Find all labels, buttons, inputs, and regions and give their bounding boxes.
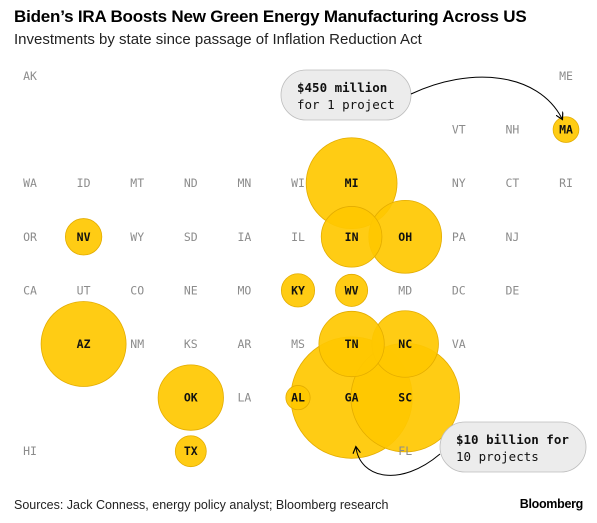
state-label-az: AZ — [77, 337, 91, 351]
annotation-bubble — [439, 421, 587, 473]
state-label-vt: VT — [452, 123, 466, 137]
state-label-ca: CA — [23, 283, 37, 297]
state-label-nh: NH — [505, 123, 519, 137]
bubble-ky — [280, 273, 316, 308]
annotation-ga: $10 billion for 10 projects — [356, 421, 587, 476]
state-label-nm: NM — [130, 337, 144, 351]
state-label-nc: NC — [398, 337, 412, 351]
bubble-az — [40, 301, 127, 387]
state-label-in: IN — [345, 230, 359, 244]
annotation-line-1: $10 billion for — [456, 432, 569, 447]
annotation-line-2: for 1 project — [297, 97, 395, 112]
state-label-tn: TN — [345, 337, 359, 351]
state-label-al: AL — [291, 391, 305, 405]
state-label-sd: SD — [184, 230, 198, 244]
annotation-arrow — [410, 76, 562, 118]
state-label-ny: NY — [452, 176, 466, 190]
annotation-line-1: $450 million — [297, 80, 387, 95]
annotation-bubble — [280, 69, 412, 121]
state-label-il: IL — [291, 230, 305, 244]
state-label-mi: MI — [345, 176, 359, 190]
state-label-ma: MA — [559, 123, 573, 137]
state-label-co: CO — [130, 283, 144, 297]
bubble-tn — [318, 310, 385, 378]
state-label-de: DE — [505, 283, 519, 297]
state-label-nd: ND — [184, 176, 198, 190]
state-label-pa: PA — [452, 230, 466, 244]
bubble-wv — [335, 273, 369, 307]
state-label-ri: RI — [559, 176, 573, 190]
annotation-line-2: 10 projects — [456, 449, 539, 464]
state-label-id: ID — [77, 176, 91, 190]
state-label-nv: NV — [77, 230, 91, 244]
state-label-ar: AR — [237, 337, 251, 351]
chart-title: Biden’s IRA Boosts New Green Energy Manu… — [14, 7, 527, 26]
bloomberg-logo: Bloomberg — [519, 497, 584, 511]
state-label-wv: WV — [345, 283, 359, 297]
bubble-al — [285, 385, 311, 411]
state-label-mo: MO — [237, 283, 251, 297]
state-label-me: ME — [559, 69, 573, 83]
state-label-ut: UT — [77, 283, 91, 297]
chart-subtitle: Investments by state since passage of In… — [14, 31, 422, 48]
state-label-ms: MS — [291, 337, 305, 351]
state-label-hi: HI — [23, 444, 37, 458]
state-label-wy: WY — [130, 230, 144, 244]
state-label-sc: SC — [398, 391, 412, 405]
state-label-mt: MT — [130, 176, 144, 190]
state-label-la: LA — [237, 391, 251, 405]
bubble-in — [320, 206, 383, 268]
state-label-or: OR — [23, 230, 37, 244]
state-label-ky: KY — [291, 283, 305, 297]
state-label-ks: KS — [184, 337, 198, 351]
annotation-arrow — [356, 448, 441, 476]
bubble-tx — [174, 435, 207, 468]
state-label-md: MD — [398, 283, 412, 297]
state-label-tx: TX — [184, 444, 198, 458]
annotation-ma: $450 million for 1 project — [280, 69, 562, 121]
bubble-nv — [64, 218, 103, 256]
state-label-oh: OH — [398, 230, 412, 244]
state-label-nj: NJ — [505, 230, 519, 244]
state-label-ct: CT — [505, 176, 519, 190]
state-label-wi: WI — [291, 176, 305, 190]
state-label-ga: GA — [345, 391, 359, 405]
state-label-va: VA — [452, 337, 466, 351]
bubble-ma — [552, 116, 580, 143]
state-label-dc: DC — [452, 283, 466, 297]
state-label-ok: OK — [184, 391, 198, 405]
state-label-wa: WA — [23, 176, 37, 190]
state-label-ia: IA — [237, 230, 251, 244]
source-note: Sources: Jack Conness, energy policy ana… — [14, 498, 389, 512]
state-label-ne: NE — [184, 283, 198, 297]
state-label-fl: FL — [398, 444, 412, 458]
state-label-ak: AK — [23, 69, 37, 83]
state-label-mn: MN — [237, 176, 251, 190]
bubble-ok — [157, 364, 224, 431]
